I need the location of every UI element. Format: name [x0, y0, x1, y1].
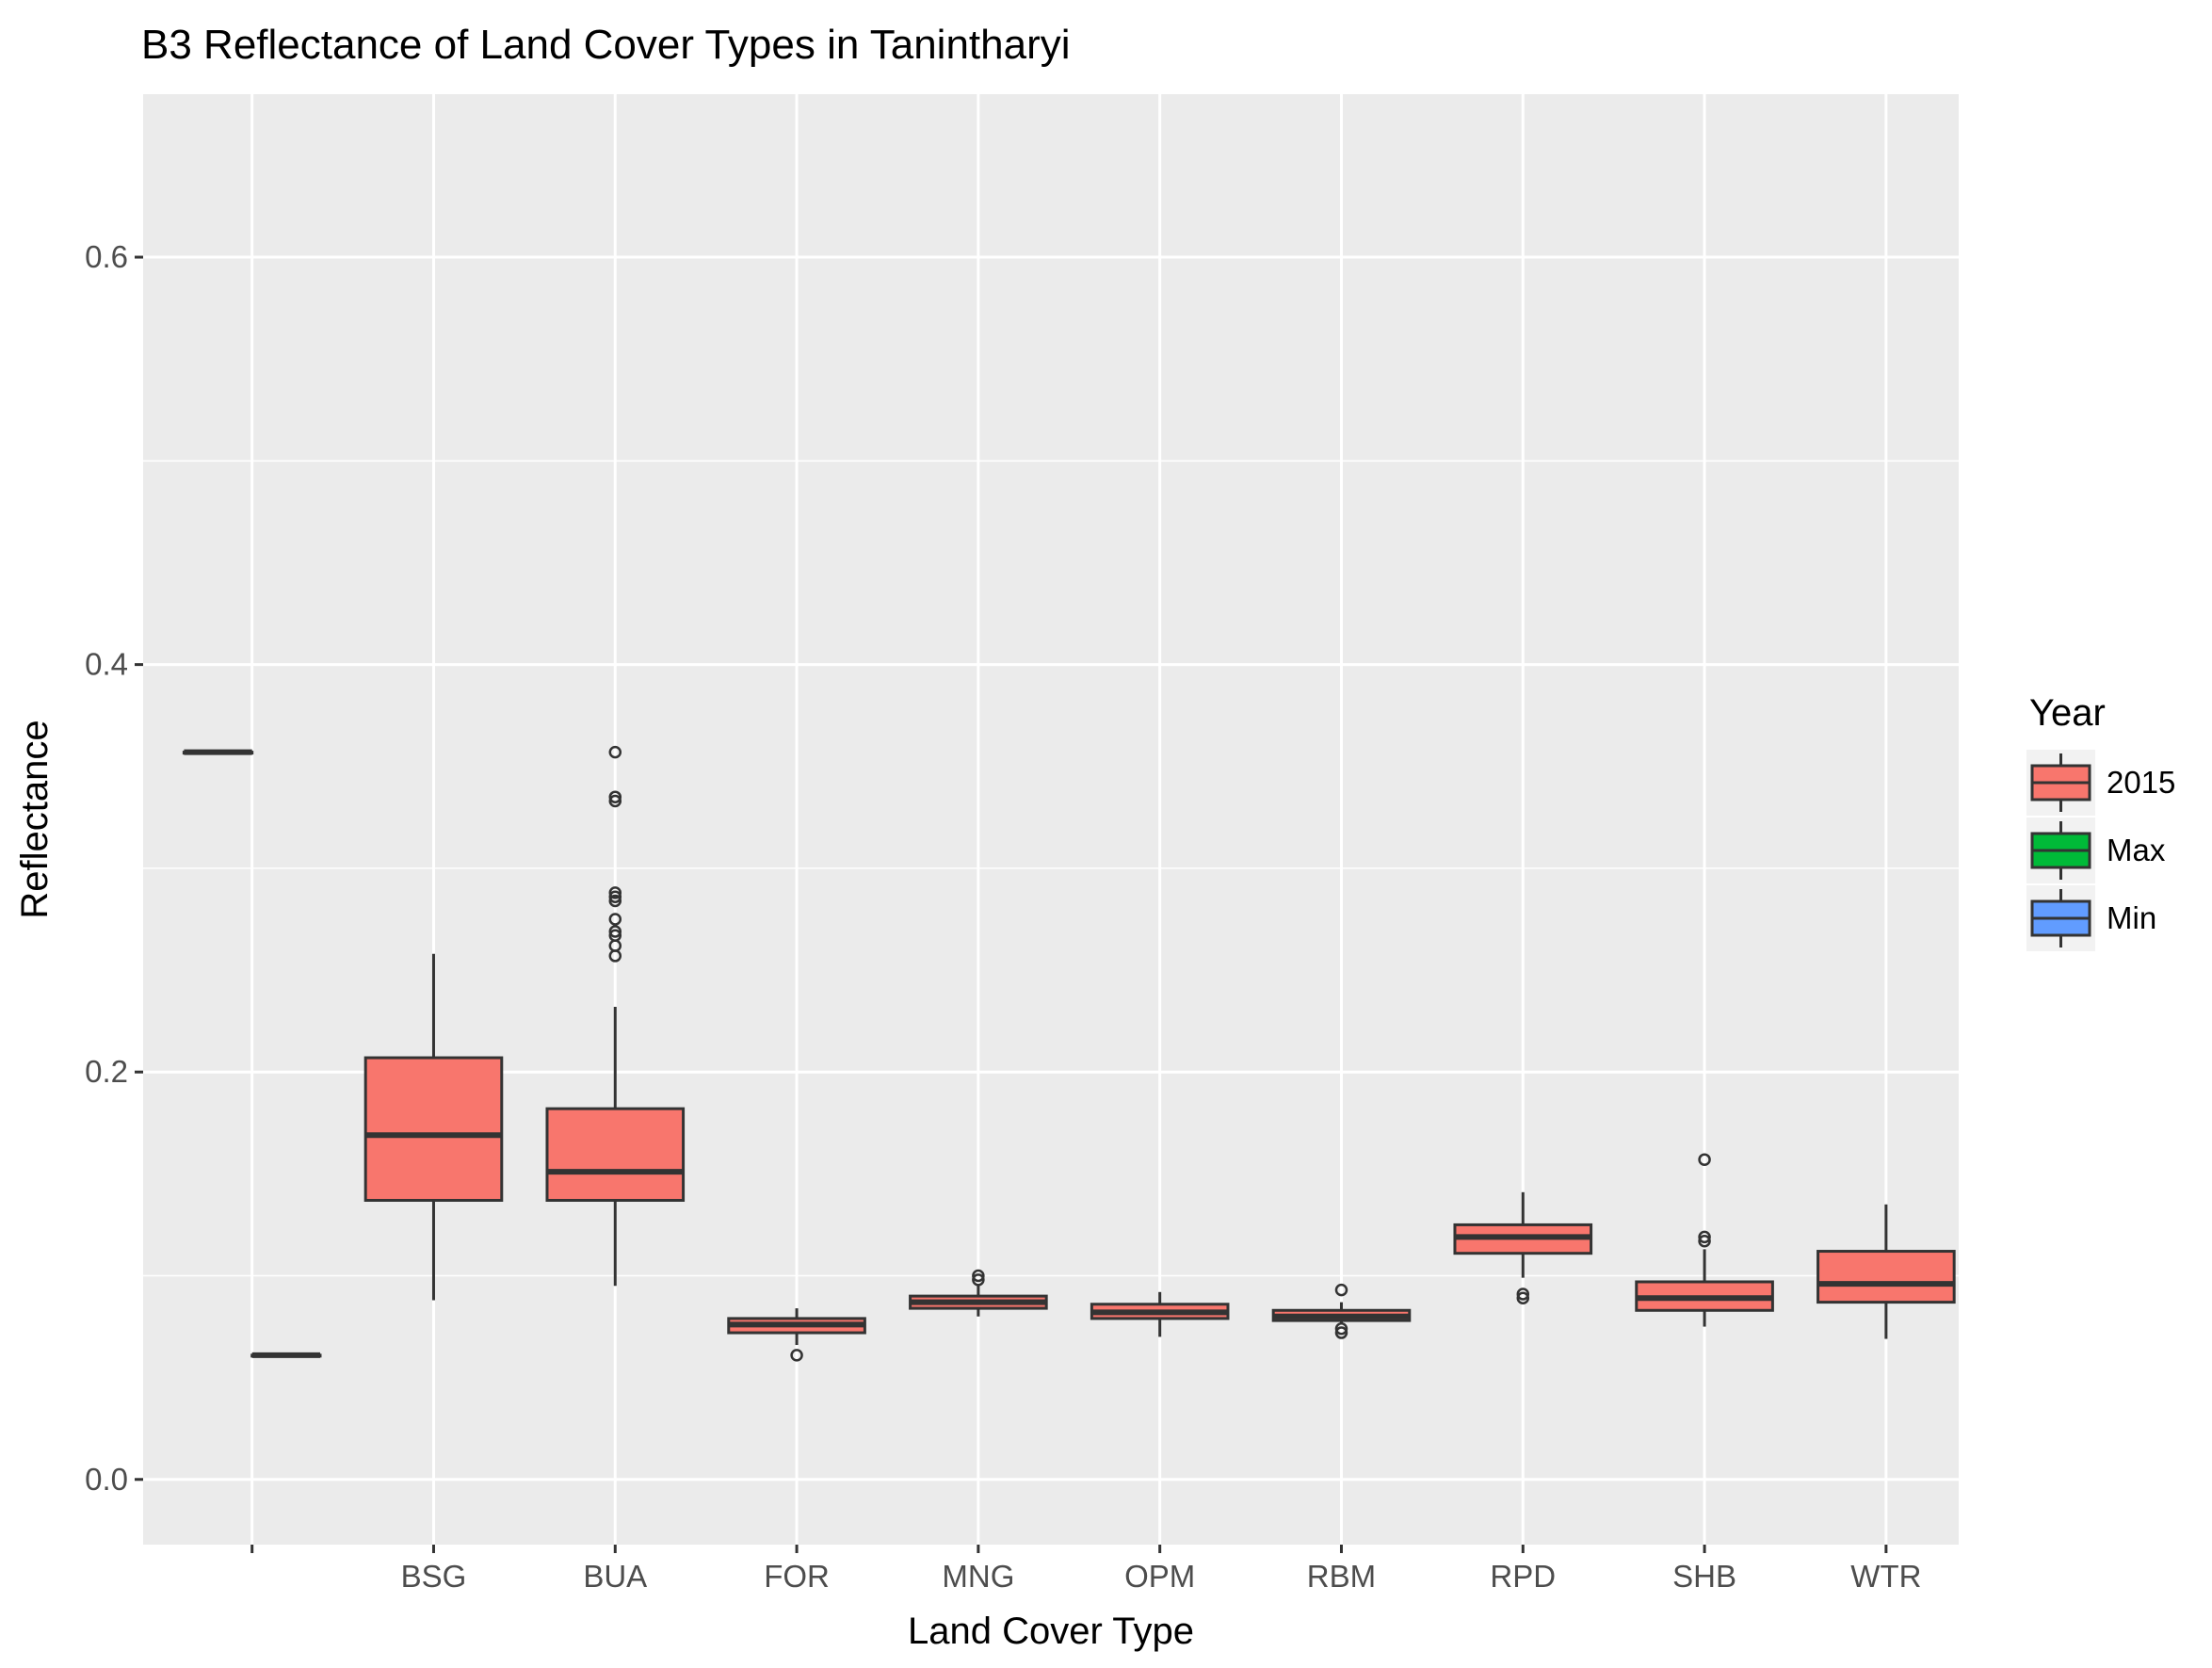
y-tick-label: 0.6	[85, 239, 128, 274]
legend-item-max: Max	[2026, 818, 2166, 883]
grid-minor	[143, 460, 1959, 1277]
box-RBM-2015	[1271, 1283, 1412, 1339]
outlier-point	[1516, 1291, 1530, 1305]
x-tick-label: RBM	[1307, 1559, 1376, 1594]
legend-item-min: Min	[2026, 885, 2156, 951]
legend-title: Year	[2029, 692, 2106, 734]
outlier-point	[790, 1349, 803, 1362]
legend-label: Min	[2107, 900, 2156, 935]
box-OPM-2015	[1090, 1291, 1230, 1337]
x-tick-label: FOR	[764, 1559, 830, 1594]
outlier-point	[1334, 1321, 1348, 1336]
box-body	[1816, 1250, 1956, 1304]
box-WTR-2015	[1816, 1204, 1956, 1339]
outlier-point	[608, 794, 622, 808]
x-tick-label: MNG	[942, 1559, 1014, 1594]
x-tick-label: SHB	[1672, 1559, 1736, 1594]
outlier-point	[608, 790, 622, 803]
plot-panel	[143, 94, 1959, 1545]
x-tick-label: OPM	[1124, 1559, 1195, 1594]
x-tick-label: WTR	[1850, 1559, 1921, 1594]
y-tick-label: 0.0	[85, 1462, 128, 1497]
legend: Year 2015 Max Min	[2026, 692, 2175, 951]
legend-label: Max	[2107, 833, 2166, 867]
box-SHB-2015	[1635, 1153, 1774, 1327]
legend-label: 2015	[2107, 765, 2175, 800]
outlier-point	[1516, 1287, 1530, 1301]
outlier-point	[972, 1273, 985, 1287]
outlier-point	[608, 894, 622, 908]
box-body	[363, 1056, 504, 1202]
y-tick-label: 0.2	[85, 1054, 128, 1089]
outlier-point	[608, 925, 622, 938]
outlier-point	[608, 929, 622, 943]
box-body	[545, 1107, 686, 1202]
x-tick-label: RPD	[1490, 1559, 1556, 1594]
outlier-point	[972, 1269, 985, 1283]
y-axis: 0.0 0.2 0.4 0.6	[85, 239, 143, 1497]
x-axis-title: Land Cover Type	[908, 1611, 1194, 1652]
y-tick-label: 0.4	[85, 647, 128, 682]
box-FOR-2015	[727, 1308, 866, 1362]
boxes	[182, 745, 1956, 1362]
outlier-point	[608, 886, 622, 899]
outlier-point	[608, 745, 622, 759]
outlier-point	[1698, 1234, 1711, 1248]
outlier-point	[608, 913, 622, 926]
box-BSG-2015	[363, 953, 504, 1301]
outlier-point	[1334, 1326, 1348, 1339]
x-tick-label: BSG	[401, 1559, 467, 1594]
box-BUA-2015	[545, 745, 686, 1287]
outlier-point	[1698, 1230, 1711, 1244]
x-tick-label: BUA	[583, 1559, 647, 1594]
outlier-point	[1698, 1153, 1711, 1166]
box-blank-Min	[250, 1352, 322, 1358]
chart-title: B3 Reflectance of Land Cover Types in Ta…	[141, 22, 1071, 68]
x-axis: BSG BUA FOR MNG OPM RBM RPD SHB WTR	[250, 1545, 1921, 1594]
outlier-point	[1334, 1283, 1348, 1297]
box-MNG-2015	[909, 1269, 1048, 1317]
legend-item-2015: 2015	[2026, 750, 2175, 816]
outlier-point	[608, 890, 622, 903]
box-RPD-2015	[1453, 1191, 1593, 1305]
y-axis-title: Reflectance	[14, 720, 56, 918]
